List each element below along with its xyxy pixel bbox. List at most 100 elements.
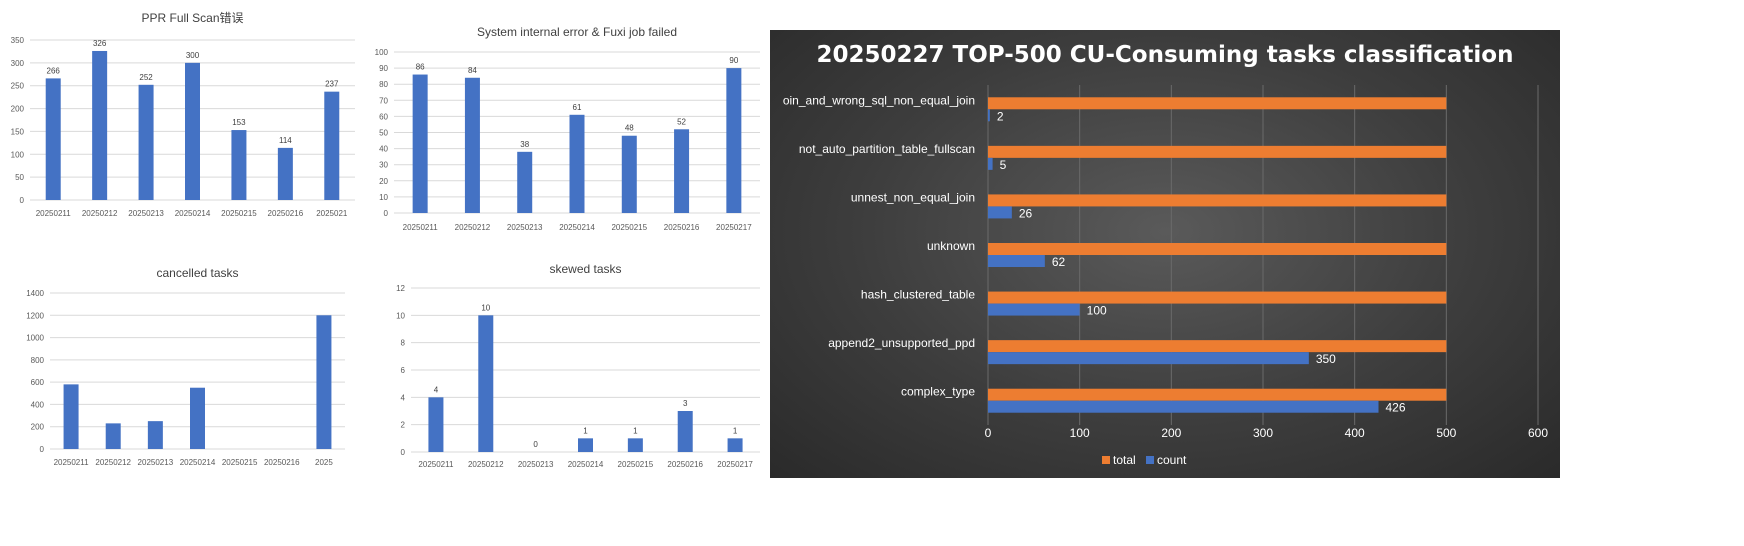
- x-tick-label: 600: [1528, 426, 1548, 440]
- bar-count: [988, 255, 1045, 267]
- y-tick-label: 4: [401, 393, 406, 402]
- y-category-label: hash_clustered_table: [861, 288, 975, 302]
- bar: [105, 423, 121, 449]
- y-tick-label: 250: [11, 82, 25, 91]
- bar: [727, 438, 743, 452]
- y-tick-label: 12: [396, 284, 405, 293]
- y-tick-label: 1000: [26, 334, 44, 343]
- data-label: 100: [1087, 304, 1107, 318]
- y-tick-label: 350: [11, 36, 25, 45]
- data-label: 300: [186, 51, 200, 60]
- bar-count: [988, 157, 993, 170]
- x-tick-label: 300: [1253, 426, 1273, 440]
- chart-skewed-tasks: skewed tasks 0 2 4 6 8 10 12 4 20250211 10 20250212…: [370, 255, 765, 485]
- bar: [627, 438, 643, 452]
- bar: [185, 62, 200, 200]
- y-tick-label: 2: [401, 421, 406, 430]
- y-tick-label: 50: [379, 129, 388, 138]
- y-tick-label: 1400: [26, 289, 44, 298]
- chart-cancelled-tasks: cancelled tasks 0 200 400 600 800 1000 1200 1400…: [0, 255, 370, 485]
- data-label: 48: [625, 124, 634, 133]
- x-tick-label: 20250213: [128, 209, 164, 218]
- x-tick-label: 20250215: [222, 458, 258, 467]
- y-category-label: append2_unsupported_ppd: [828, 336, 975, 350]
- bar: [428, 397, 444, 452]
- x-tick-label: 20250212: [455, 223, 491, 232]
- y-tick-label: 200: [11, 105, 25, 114]
- y-category-label: complex_type: [901, 385, 975, 399]
- x-tick-label: 20250214: [175, 209, 211, 218]
- chart-system-internal-error: System internal error & Fuxi job failed 0…: [370, 0, 765, 245]
- data-label: 1: [583, 426, 588, 435]
- y-tick-label: 400: [31, 400, 45, 409]
- bar: [147, 421, 163, 449]
- x-tick-label: 20250211: [403, 223, 439, 232]
- bar-count: [988, 400, 1379, 413]
- bar: [92, 50, 108, 200]
- y-tick-label: 40: [379, 145, 388, 154]
- y-tick-label: 8: [401, 339, 406, 348]
- y-tick-label: 10: [396, 311, 405, 320]
- y-tick-label: 0: [40, 445, 45, 454]
- chart-top500-classification: 20250227 TOP-500 CU-Consuming tasks clas…: [770, 30, 1560, 478]
- bar-count: [988, 109, 990, 122]
- chart-title: 20250227 TOP-500 CU-Consuming tasks clas…: [817, 42, 1514, 68]
- x-tick-label: 20250214: [180, 458, 216, 467]
- x-tick-label: 200: [1161, 426, 1181, 440]
- y-tick-label: 20: [379, 177, 388, 186]
- y-tick-label: 30: [379, 161, 388, 170]
- bar: [674, 129, 690, 213]
- y-tick-label: 50: [15, 173, 24, 182]
- bar-count: [988, 352, 1309, 365]
- y-tick-label: 0: [384, 209, 389, 218]
- bar: [231, 130, 247, 200]
- bar: [578, 438, 593, 452]
- data-label: 52: [677, 117, 686, 126]
- bar-total: [988, 388, 1447, 401]
- y-category-label: oin_and_wrong_sql_non_equal_join: [783, 93, 975, 107]
- bar: [569, 114, 585, 213]
- y-tick-label: 100: [375, 48, 389, 57]
- y-tick-label: 1200: [26, 311, 44, 320]
- data-label: 61: [573, 103, 582, 112]
- x-tick-label: 20250211: [54, 458, 90, 467]
- bar: [621, 135, 637, 213]
- bar: [478, 315, 494, 452]
- x-tick-label: 20250215: [611, 223, 647, 232]
- x-tick-label: 0: [985, 426, 992, 440]
- data-label: 26: [1019, 206, 1033, 220]
- y-tick-label: 80: [379, 80, 388, 89]
- y-tick-label: 10: [379, 193, 388, 202]
- x-tick-label: 2025: [315, 458, 333, 467]
- bar-total: [988, 97, 1447, 110]
- x-tick-label: 20250216: [667, 460, 703, 469]
- chart-title: System internal error & Fuxi job failed: [477, 25, 677, 39]
- data-label: 62: [1052, 255, 1066, 269]
- x-tick-label: 20250217: [717, 460, 753, 469]
- bar-total: [988, 194, 1447, 207]
- y-tick-label: 600: [31, 378, 45, 387]
- data-label: 4: [434, 385, 439, 394]
- data-label: 114: [279, 136, 292, 145]
- x-tick-label: 20250212: [468, 460, 504, 469]
- bar: [517, 151, 533, 213]
- data-label: 86: [416, 63, 425, 72]
- bar: [316, 315, 332, 449]
- data-label: 1: [733, 426, 738, 435]
- x-tick-label: 20250216: [264, 458, 300, 467]
- data-label: 84: [468, 66, 477, 75]
- data-label: 38: [520, 140, 529, 149]
- y-category-label: unknown: [927, 239, 975, 253]
- y-tick-label: 0: [20, 196, 25, 205]
- y-tick-label: 300: [11, 59, 25, 68]
- y-category-label: unnest_non_equal_join: [851, 190, 975, 204]
- bar: [324, 91, 340, 200]
- bar: [138, 84, 154, 200]
- y-tick-label: 60: [379, 112, 388, 121]
- chart-title: skewed tasks: [549, 262, 621, 276]
- bar: [277, 147, 293, 200]
- bar-total: [988, 291, 1447, 304]
- chart-title: cancelled tasks: [156, 266, 238, 280]
- x-tick-label: 20250213: [518, 460, 554, 469]
- x-tick-label: 100: [1070, 426, 1090, 440]
